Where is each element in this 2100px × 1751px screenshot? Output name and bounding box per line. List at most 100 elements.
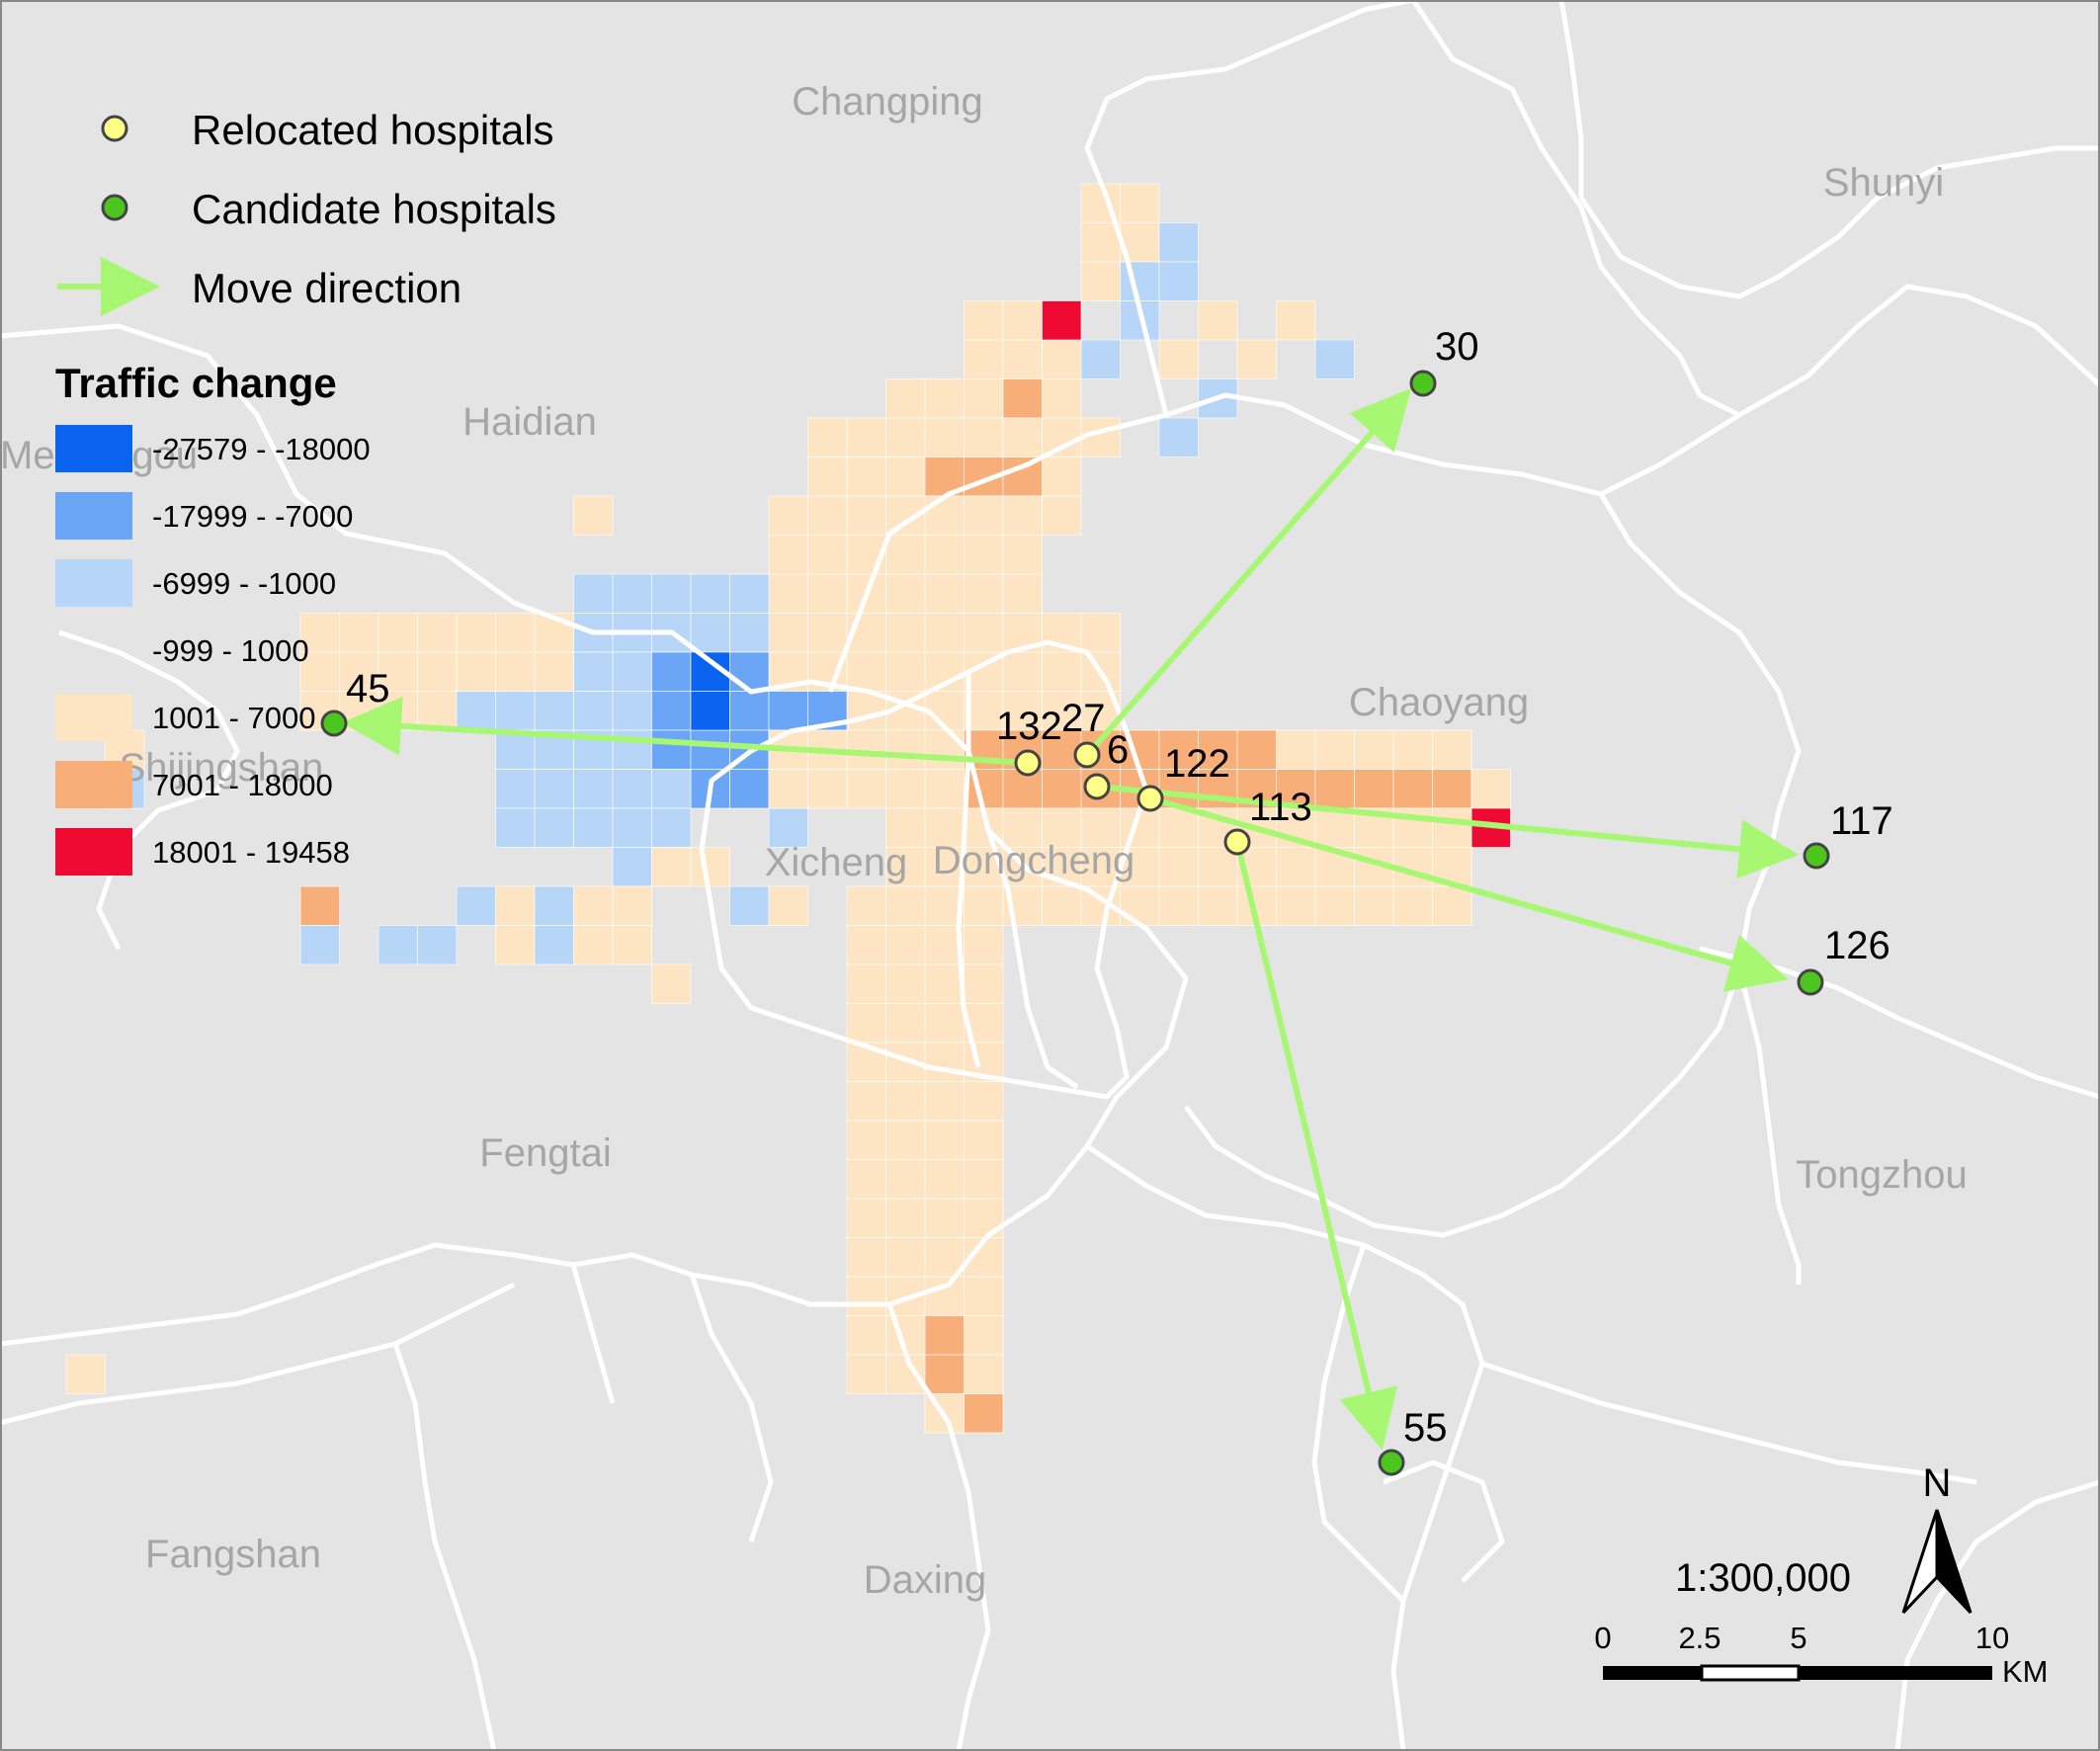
grid-cell (885, 847, 926, 887)
grid-cell (1042, 651, 1082, 692)
grid-cell (846, 691, 886, 731)
grid-cell (1002, 535, 1043, 575)
grid-cell (495, 885, 536, 926)
grid-cell (612, 573, 652, 614)
candidate-hospital-126[interactable] (1797, 968, 1824, 996)
candidate-hospital-30[interactable] (1409, 370, 1437, 397)
grid-cell (1236, 339, 1277, 379)
grid-cell (846, 963, 886, 1004)
grid-cell (1002, 573, 1043, 614)
grid-cell (885, 885, 926, 926)
hospital-label-122: 122 (1164, 742, 1230, 786)
grid-cell (573, 807, 614, 848)
grid-cell (807, 495, 848, 536)
grid-cell (612, 885, 652, 926)
grid-cell (1080, 847, 1121, 887)
relocated-hospitals (1014, 741, 1251, 856)
hospital-label-113: 113 (1249, 786, 1312, 829)
grid-cell (534, 691, 574, 731)
grid-cell (924, 1003, 965, 1043)
legend-traffic-title: Traffic change (55, 360, 337, 406)
grid-cell (1158, 807, 1199, 848)
relocated-hospital-132[interactable] (1014, 749, 1042, 777)
grid-cell (495, 769, 536, 809)
grid-cell (885, 925, 926, 965)
legend-traffic-classes: -27579 - -18000 -17999 - -7000 -6999 - -10… (55, 425, 371, 876)
grid-cell (1080, 261, 1121, 301)
grid-cell (1080, 807, 1121, 848)
map-legend: Relocated hospitals Candidate hospitals … (55, 107, 556, 876)
relocated-hospital-27[interactable] (1073, 741, 1101, 769)
district-label-fengtai: Fengtai (479, 1131, 611, 1175)
grid-cell (924, 495, 965, 536)
grid-cell (378, 925, 418, 965)
grid-cell (924, 963, 965, 1004)
north-arrow-fill-icon (1935, 1509, 1973, 1615)
grid-cell (1236, 729, 1277, 770)
hospital-label-126: 126 (1824, 924, 1890, 967)
grid-cell (924, 1081, 965, 1122)
hospital-label-117: 117 (1830, 799, 1893, 843)
grid-cell (1080, 339, 1121, 379)
grid-cell (964, 885, 1004, 926)
grid-cell (846, 1354, 886, 1394)
grid-cell (1276, 847, 1316, 887)
grid-cell (885, 1159, 926, 1200)
grid-cell (534, 807, 574, 848)
grid-cell (690, 691, 730, 731)
grid-cell (299, 651, 340, 692)
grid-cell (729, 613, 770, 653)
grid-cell (612, 651, 652, 692)
grid-cell (846, 885, 886, 926)
grid-cell (612, 769, 652, 809)
grid-cell (964, 1159, 1004, 1200)
grid-cell (885, 457, 926, 497)
grid-cell (885, 651, 926, 692)
grid-cell (1158, 885, 1199, 926)
grid-cell (924, 1198, 965, 1238)
grid-cell (964, 300, 1004, 341)
grid-cell (1002, 769, 1043, 809)
grid-cell (846, 1198, 886, 1238)
grid-cell (1002, 495, 1043, 536)
grid-cell (924, 1042, 965, 1082)
grid-cell (1354, 769, 1394, 809)
grid-cell (1276, 300, 1316, 341)
relocated-hospital-113[interactable] (1223, 828, 1251, 856)
grid-cell (964, 378, 1004, 419)
grid-cell (729, 885, 770, 926)
scale-ratio: 1:300,000 (1675, 1556, 1851, 1600)
grid-cell (495, 925, 536, 965)
move-arrow-113-55 (1234, 841, 1398, 1451)
grid-cell (65, 1354, 106, 1394)
grid-cell (1314, 807, 1355, 848)
legend-class-label: -6999 - -1000 (152, 566, 336, 601)
grid-cell (885, 1120, 926, 1160)
grid-cell (768, 691, 808, 731)
relocated-hospital-122[interactable] (1136, 785, 1164, 812)
grid-cell (495, 691, 536, 731)
candidate-hospital-55[interactable] (1378, 1449, 1405, 1476)
grid-cell (729, 573, 770, 614)
grid-cell (1354, 729, 1394, 770)
grid-cell (690, 573, 730, 614)
grid-cell (846, 769, 886, 809)
grid-cell (1042, 378, 1082, 419)
candidate-hospital-117[interactable] (1803, 842, 1830, 870)
grid-cell (573, 691, 614, 731)
district-label-dongcheng: Dongcheng (933, 839, 1135, 882)
grid-cell (1158, 847, 1199, 887)
grid-cell (924, 378, 965, 419)
grid-cell (846, 1003, 886, 1043)
grid-cell (573, 925, 614, 965)
grid-cell (924, 847, 965, 887)
relocated-hospital-6[interactable] (1083, 773, 1111, 800)
grid-cell (924, 1120, 965, 1160)
grid-cell (1432, 885, 1472, 926)
candidate-hospital-45[interactable] (320, 709, 348, 737)
move-arrow-132-45 (342, 696, 1029, 766)
hospital-label-55: 55 (1403, 1406, 1448, 1450)
